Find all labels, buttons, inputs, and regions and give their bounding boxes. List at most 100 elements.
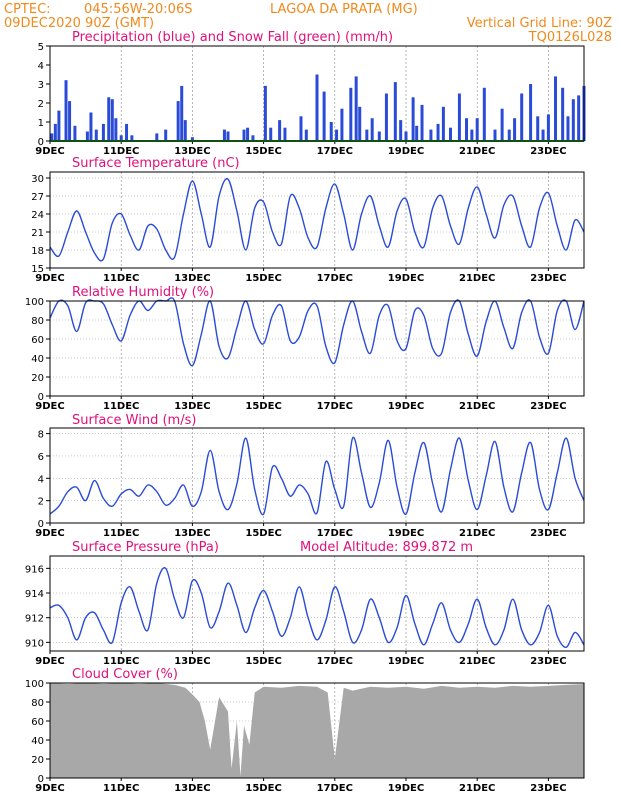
wind-xtick-label: 11DEC [103, 528, 139, 539]
humidity-xtick-label: 15DEC [245, 401, 281, 412]
precip-bar [119, 135, 123, 141]
temperature-xtick-label: 17DEC [317, 273, 353, 284]
precip-bar [242, 129, 246, 141]
wind-ytick-label: 8 [38, 430, 44, 441]
humidity-ytick-label: 100 [25, 297, 44, 308]
precip-xtick-label: 23DEC [530, 146, 566, 157]
precip-bar [541, 129, 545, 141]
precip-bar [73, 125, 77, 141]
temperature-ytick-label: 18 [31, 246, 44, 257]
precip-bar [183, 120, 187, 141]
precip-xtick-label: 11DEC [103, 146, 139, 157]
cloud-cover-area [50, 683, 584, 778]
precip-bar [299, 116, 303, 141]
humidity-ytick-label: 60 [31, 335, 44, 346]
temperature-xtick-label: 21DEC [459, 273, 495, 284]
precip-bar [180, 85, 184, 141]
wind-line [49, 436, 585, 516]
precip-xtick-label: 9DEC [35, 146, 64, 157]
cloud-ytick-label: 40 [31, 736, 44, 747]
precip-bar [176, 101, 180, 141]
precip-bar [566, 116, 570, 141]
model-altitude: Model Altitude: 899.872 m [300, 540, 473, 555]
precip-bar [322, 91, 326, 141]
precip-ytick-label: 2 [38, 99, 44, 110]
precip-bar [457, 93, 461, 141]
wind-xtick-label: 9DEC [35, 528, 64, 539]
temperature-line [49, 178, 585, 262]
precip-bar [415, 125, 419, 141]
precip-bar [64, 80, 68, 141]
precip-bar [101, 123, 105, 141]
temperature-title: Surface Temperature (nC) [72, 156, 240, 171]
precip-title: Precipitation (blue) and Snow Fall (gree… [72, 30, 393, 45]
precip-bar [50, 133, 54, 141]
humidity-ytick-label: 0 [38, 392, 44, 403]
precip-bar [520, 93, 524, 141]
pressure-ytick-label: 914 [25, 589, 44, 600]
precip-bar [278, 120, 282, 141]
pressure-line [49, 567, 585, 649]
precip-xtick-label: 15DEC [245, 146, 281, 157]
precip-bar [114, 118, 118, 141]
cloud-xtick-label: 17DEC [317, 783, 353, 794]
precip-ytick-label: 5 [38, 42, 44, 53]
wind-xtick-label: 13DEC [174, 528, 210, 539]
precip-bar [190, 137, 194, 141]
pressure-ytick-label: 916 [25, 564, 44, 575]
precip-bar [304, 129, 308, 141]
precip-bar [429, 129, 433, 141]
humidity-xtick-label: 11DEC [103, 401, 139, 412]
precip-bar [365, 129, 369, 141]
precip-bar [107, 97, 111, 141]
temperature-xtick-label: 23DEC [530, 273, 566, 284]
humidity-title: Relative Humidity (%) [72, 285, 214, 300]
wind-xtick-label: 17DEC [317, 528, 353, 539]
precip-bar [68, 101, 72, 141]
precip-bar [571, 99, 575, 141]
cloud-ytick-label: 20 [31, 755, 44, 766]
pressure-xtick-label: 23DEC [530, 656, 566, 667]
temperature-ytick-label: 15 [31, 264, 44, 275]
precip-bar [370, 118, 374, 141]
temperature-xtick-label: 11DEC [103, 273, 139, 284]
cloud-title: Cloud Cover (%) [72, 667, 178, 682]
pressure-xtick-label: 17DEC [317, 656, 353, 667]
pressure-xtick-label: 15DEC [245, 656, 281, 667]
precip-bar [577, 95, 581, 141]
humidity-xtick-label: 21DEC [459, 401, 495, 412]
precip-bar [164, 129, 168, 141]
precip-bar [404, 131, 408, 141]
temperature-ytick-label: 27 [31, 192, 44, 203]
cloud-frame [49, 682, 585, 779]
wind-xtick-label: 15DEC [245, 528, 281, 539]
cloud-xtick-label: 15DEC [245, 783, 281, 794]
precip-xtick-label: 19DEC [388, 146, 424, 157]
cloud-xtick-label: 9DEC [35, 783, 64, 794]
temperature-ytick-label: 21 [31, 228, 44, 239]
humidity-xtick-label: 13DEC [174, 401, 210, 412]
pressure-ytick-label: 910 [25, 638, 44, 649]
header-run-time: 09DEC2020 90Z (GMT) [4, 16, 154, 31]
precip-bar [269, 127, 273, 141]
wind-xtick-label: 19DEC [388, 528, 424, 539]
wind-frame [49, 427, 585, 524]
temperature-xtick-label: 19DEC [388, 273, 424, 284]
precip-bar [561, 87, 565, 141]
precip-bar [335, 129, 339, 141]
humidity-frame [49, 300, 585, 397]
cloud-xtick-label: 19DEC [388, 783, 424, 794]
temperature-xtick-label: 13DEC [174, 273, 210, 284]
cloud-ytick-label: 60 [31, 717, 44, 728]
precip-bar [125, 123, 129, 141]
precip-bar [57, 110, 61, 141]
humidity-ytick-label: 20 [31, 373, 44, 384]
precip-bar [263, 85, 267, 141]
temperature-xtick-label: 15DEC [245, 273, 281, 284]
precip-bar [399, 120, 403, 141]
humidity-xtick-label: 17DEC [317, 401, 353, 412]
precip-bar [354, 76, 358, 141]
wind-ytick-label: 6 [38, 452, 44, 463]
precip-ytick-label: 0 [38, 137, 44, 148]
